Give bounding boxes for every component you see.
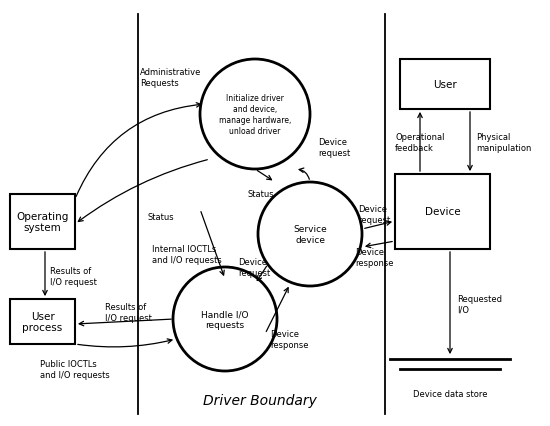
Text: Device
response: Device response xyxy=(355,248,393,267)
Text: Administrative
Requests: Administrative Requests xyxy=(140,68,201,87)
Text: Device
request: Device request xyxy=(238,258,270,277)
Bar xyxy=(10,299,75,344)
Text: User: User xyxy=(433,80,457,90)
Text: Operating
system: Operating system xyxy=(16,211,69,233)
Text: User
process: User process xyxy=(23,311,63,333)
Text: Device
response: Device response xyxy=(270,330,309,349)
Text: Requested
I/O: Requested I/O xyxy=(457,295,502,314)
Text: Initialize driver
and device,
manage hardware,
unload driver: Initialize driver and device, manage har… xyxy=(219,94,291,136)
Text: Status: Status xyxy=(248,190,274,199)
Text: Device: Device xyxy=(425,207,460,217)
Text: Service
device: Service device xyxy=(293,225,327,244)
Text: Public IOCTLs
and I/O requests: Public IOCTLs and I/O requests xyxy=(40,360,110,379)
Bar xyxy=(10,195,75,249)
Text: Results of
I/O request: Results of I/O request xyxy=(105,302,152,322)
Text: Internal IOCTLs
and I/O requests: Internal IOCTLs and I/O requests xyxy=(152,245,222,264)
Text: Device
request: Device request xyxy=(318,138,350,157)
Text: Status: Status xyxy=(148,213,175,222)
Text: Handle I/O
requests: Handle I/O requests xyxy=(201,310,249,329)
Text: Device
request: Device request xyxy=(358,205,390,224)
Text: Physical
manipulation: Physical manipulation xyxy=(476,133,531,153)
Bar xyxy=(400,60,490,110)
Text: Device data store: Device data store xyxy=(412,389,487,398)
Text: Results of
I/O request: Results of I/O request xyxy=(50,267,97,286)
Text: Operational
feedback: Operational feedback xyxy=(395,133,444,153)
Text: Driver Boundary: Driver Boundary xyxy=(203,393,317,407)
Bar xyxy=(395,175,490,249)
